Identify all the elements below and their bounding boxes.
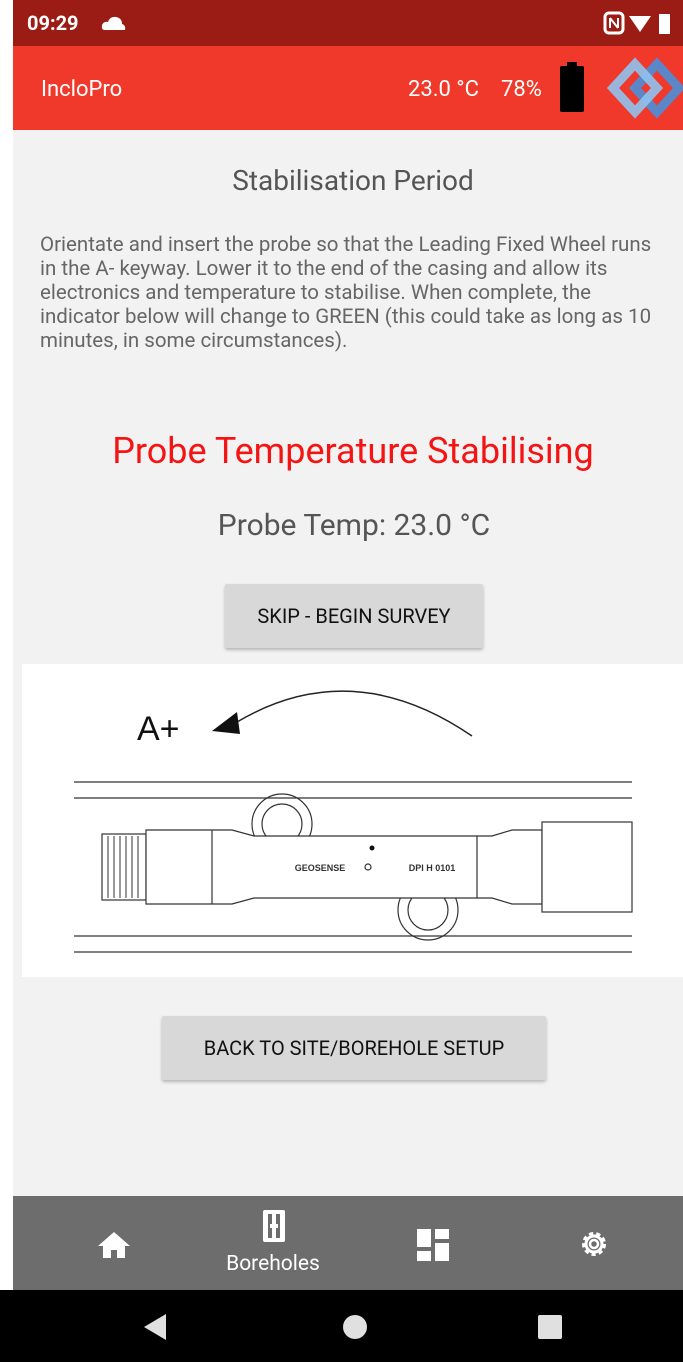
description: Orientate and insert the probe so that t… [40, 233, 652, 353]
skip-button[interactable]: SKIP - BEGIN SURVEY [225, 584, 483, 648]
logo [606, 57, 683, 119]
boreholes-label[interactable]: Boreholes [226, 1252, 320, 1276]
battery-icon [560, 62, 584, 112]
status-icons [603, 11, 670, 35]
app-title: IncloPro [41, 77, 123, 102]
temperature: 23.0 °C [408, 77, 479, 102]
settings-icon[interactable] [577, 1227, 611, 1261]
probe-brand: GEOSENSE [295, 863, 346, 873]
status-bar: 09:29 [13, 0, 683, 46]
heading: Stabilisation Period [232, 164, 474, 197]
direction-label: A+ [137, 710, 180, 748]
system-buttons[interactable] [140, 1312, 580, 1342]
battery-percent: 78% [501, 77, 542, 102]
home-icon[interactable] [97, 1230, 131, 1260]
back-button[interactable]: BACK TO SITE/BOREHOLE SETUP [162, 1016, 546, 1080]
probe-model: DPI H 0101 [409, 863, 456, 873]
content: Stabilisation Period Orientate and inser… [13, 130, 683, 1196]
probe-temp: Probe Temp: 23.0 °C [217, 508, 491, 543]
app-bar: IncloPro 23.0 °C 78% [13, 46, 683, 130]
probe-diagram: A+ GEOSENSE DPI H 0101 [22, 664, 683, 977]
bottom-nav: Boreholes [13, 1196, 683, 1290]
system-nav [0, 1290, 683, 1362]
dashboard-icon[interactable] [417, 1229, 449, 1261]
boreholes-icon[interactable] [261, 1208, 287, 1244]
cloud-icon [101, 16, 126, 30]
time: 09:29 [27, 11, 79, 35]
stabilising-status: Probe Temperature Stabilising [112, 430, 594, 472]
